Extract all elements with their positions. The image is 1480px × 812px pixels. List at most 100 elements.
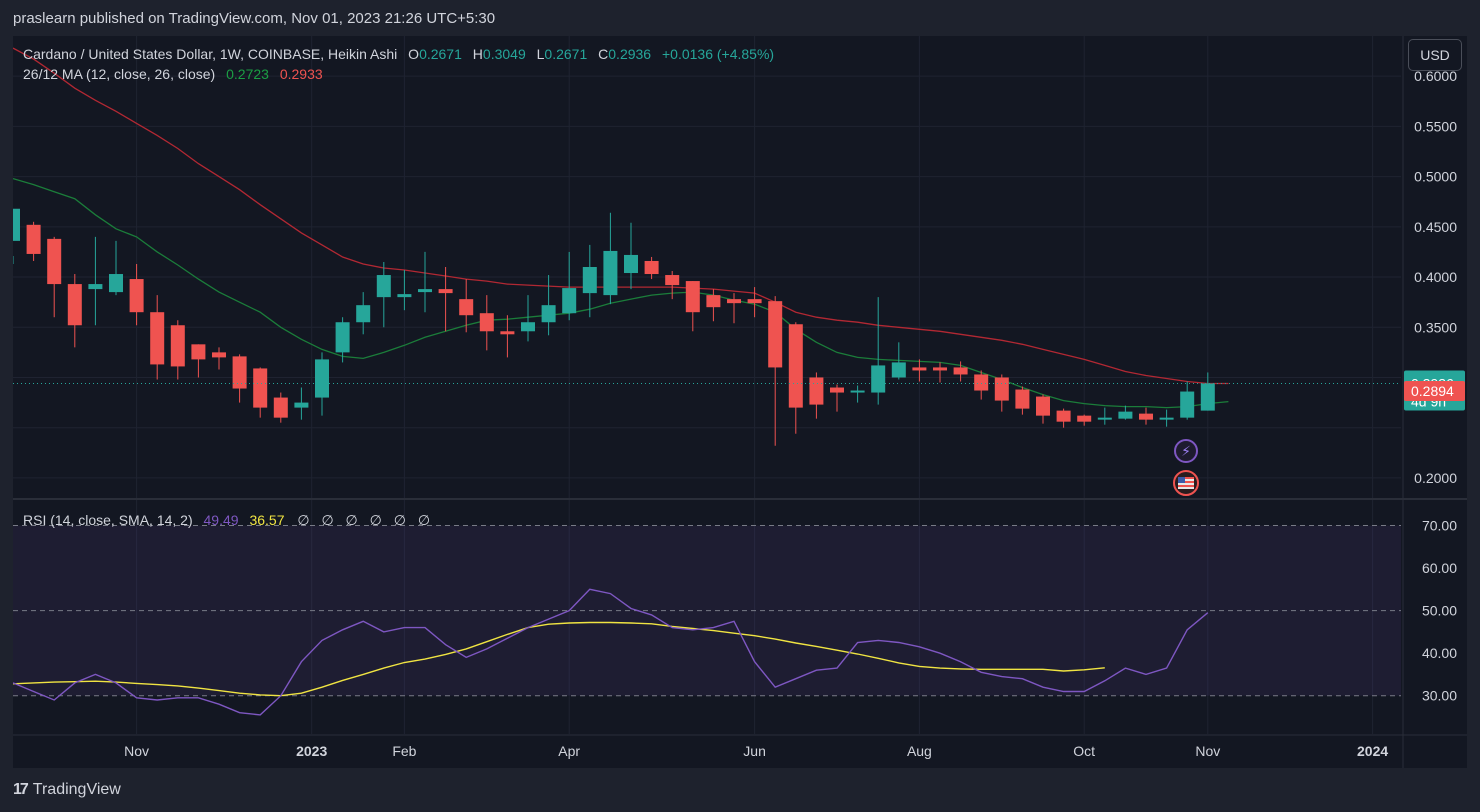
- candle-body[interactable]: [1015, 389, 1030, 409]
- candle-body[interactable]: [603, 250, 618, 296]
- candle-body[interactable]: [26, 224, 41, 254]
- close-label: C: [598, 46, 609, 62]
- candle-body[interactable]: [1180, 391, 1195, 418]
- candle-body[interactable]: [294, 402, 309, 408]
- candle-body[interactable]: [788, 324, 803, 408]
- time-tick-label: 2024: [1357, 743, 1388, 759]
- candle-body[interactable]: [809, 377, 824, 405]
- candle-body[interactable]: [582, 267, 597, 294]
- candle-body[interactable]: [541, 305, 556, 323]
- candle-body[interactable]: [438, 289, 453, 294]
- candle-body[interactable]: [67, 284, 82, 326]
- candle-body[interactable]: [521, 322, 535, 332]
- flash-event-icon[interactable]: [1174, 439, 1198, 463]
- time-tick-label: Aug: [907, 743, 932, 759]
- open-label: O: [408, 46, 420, 62]
- candle-body[interactable]: [933, 367, 947, 371]
- open-value: 0.2671: [419, 46, 462, 62]
- candle-body[interactable]: [562, 288, 577, 314]
- rsi-label[interactable]: RSI (14, close, SMA, 14, 2): [23, 512, 193, 528]
- chart-area[interactable]: 0.6000 0.5500 0.5000 0.4500 0.4000 0.3500 0.20…: [13, 36, 1467, 768]
- candle-body[interactable]: [500, 331, 515, 335]
- candle-body[interactable]: [1139, 413, 1153, 420]
- candle-body[interactable]: [747, 299, 762, 304]
- candle-body[interactable]: [1118, 411, 1133, 419]
- candle-body[interactable]: [1056, 410, 1071, 422]
- candle-body[interactable]: [129, 279, 144, 313]
- candle-body[interactable]: [150, 312, 165, 365]
- rsi-tick-label: 50.00: [1422, 603, 1457, 619]
- high-value: 0.3049: [482, 46, 526, 62]
- time-tick-label: Feb: [392, 743, 416, 759]
- candle-body[interactable]: [109, 274, 123, 293]
- rsi-legend[interactable]: RSI (14, close, SMA, 14, 2) 49.49 36.57 …: [23, 512, 433, 529]
- candle-body[interactable]: [953, 367, 968, 375]
- ma-fast-line: [13, 177, 1229, 409]
- candle-body[interactable]: [356, 305, 371, 323]
- candle-body[interactable]: [1077, 415, 1092, 422]
- candle-body[interactable]: [974, 374, 989, 391]
- ma-label[interactable]: 26/12 MA (12, close, 26, close): [23, 66, 216, 82]
- candle-body[interactable]: [13, 208, 20, 241]
- candle-body[interactable]: [170, 325, 185, 367]
- candle-body[interactable]: [994, 377, 1009, 401]
- candle-body[interactable]: [727, 299, 741, 304]
- candle-body[interactable]: [315, 359, 329, 398]
- price-tick-label: 0.4000: [1414, 269, 1457, 285]
- candle-body[interactable]: [479, 313, 494, 332]
- ma-price-tag-value: 0.2894: [1411, 383, 1454, 399]
- price-chart[interactable]: 0.6000 0.5500 0.5000 0.4500 0.4000 0.3500 0.20…: [13, 36, 1467, 768]
- candle-body[interactable]: [253, 368, 268, 408]
- price-tick-label: 0.2000: [1414, 470, 1457, 486]
- price-tick-label: 0.3500: [1414, 319, 1457, 335]
- flag-stripe: [1178, 481, 1194, 483]
- candle-body[interactable]: [1097, 417, 1112, 420]
- time-tick-label: Nov: [124, 743, 149, 759]
- candle-body[interactable]: [1200, 383, 1215, 411]
- candle-body[interactable]: [273, 397, 288, 418]
- candle-body[interactable]: [1036, 396, 1050, 416]
- symbol-title[interactable]: Cardano / United States Dollar, 1W, COIN…: [23, 46, 398, 62]
- rsi-value: 49.49: [203, 512, 239, 528]
- candle-body[interactable]: [644, 260, 659, 275]
- candle-body[interactable]: [1159, 417, 1174, 420]
- footer[interactable]: 17 TradingView: [13, 781, 121, 799]
- candle-body[interactable]: [232, 356, 247, 389]
- candle-body[interactable]: [212, 352, 226, 358]
- flag-canton: [1178, 477, 1185, 483]
- change-value: +0.0136 (+4.85%): [661, 46, 775, 62]
- rsi-tick-label: 60.00: [1422, 560, 1457, 576]
- candle-body[interactable]: [88, 284, 103, 290]
- lightning-icon: ⚡: [1181, 444, 1191, 460]
- price-tick-label: 0.5500: [1414, 118, 1457, 134]
- candle-body[interactable]: [665, 275, 680, 286]
- rsi-tick-label: 30.00: [1422, 688, 1457, 704]
- candle-body[interactable]: [768, 301, 783, 368]
- flag-stripe: [1178, 477, 1194, 479]
- time-tick-label: 2023: [296, 743, 327, 759]
- ma-price-tag[interactable]: [1404, 381, 1465, 402]
- ma-legend[interactable]: 26/12 MA (12, close, 26, close) 0.2723 0…: [23, 66, 326, 82]
- candle-body[interactable]: [850, 390, 865, 393]
- candle-body[interactable]: [47, 238, 62, 285]
- candle-body[interactable]: [418, 289, 432, 293]
- candle-body[interactable]: [830, 387, 844, 393]
- candle-body[interactable]: [891, 362, 906, 378]
- candle-body[interactable]: [191, 344, 206, 360]
- candle-body[interactable]: [706, 295, 721, 308]
- candle-body[interactable]: [335, 322, 350, 353]
- currency-button[interactable]: USD: [1408, 39, 1462, 71]
- candle-body[interactable]: [871, 365, 886, 393]
- footer-brand[interactable]: TradingView: [32, 781, 121, 798]
- rsi-extra-values: ∅ ∅ ∅ ∅ ∅ ∅: [297, 512, 431, 528]
- candle-body[interactable]: [624, 254, 638, 274]
- candle-body[interactable]: [376, 275, 391, 298]
- low-value: 0.2671: [544, 46, 588, 62]
- candle-body[interactable]: [912, 367, 927, 371]
- candle-body[interactable]: [685, 281, 700, 313]
- candle-body[interactable]: [397, 294, 412, 298]
- time-tick-label: Jun: [743, 743, 766, 759]
- tradingview-logo-icon[interactable]: 17: [13, 781, 29, 798]
- price-legend[interactable]: Cardano / United States Dollar, 1W, COIN…: [23, 46, 777, 62]
- candle-body[interactable]: [459, 299, 474, 316]
